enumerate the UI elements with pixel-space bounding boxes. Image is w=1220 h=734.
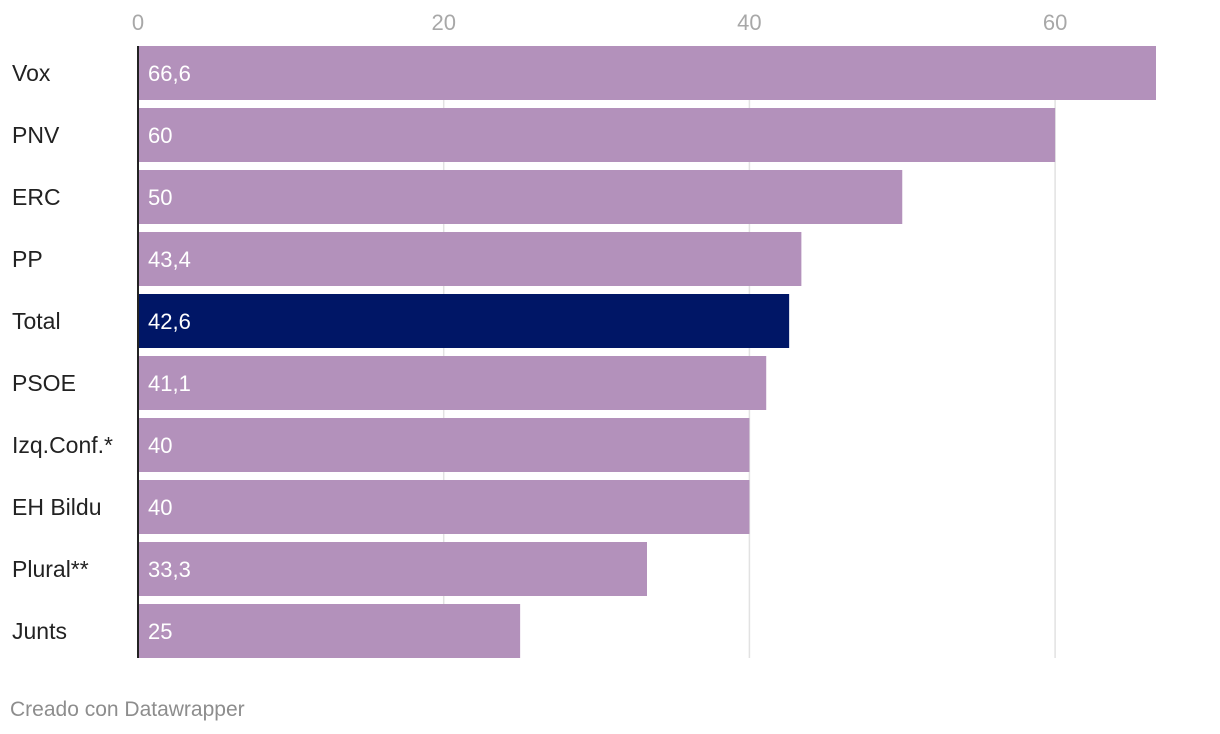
value-label-junts: 25	[148, 619, 172, 644]
category-label-erc: ERC	[12, 184, 61, 210]
bar-junts	[138, 604, 521, 658]
value-label-total: 42,6	[148, 309, 191, 334]
category-label-junts: Junts	[12, 618, 67, 644]
x-tick-label-0: 0	[132, 10, 144, 35]
category-label-pnv: PNV	[12, 122, 60, 148]
value-label-vox: 66,6	[148, 61, 191, 86]
category-label-izq-conf: Izq.Conf.*	[12, 432, 113, 458]
bar-chart: 0 20 40 60 Vox 66,6 PNV 60 ERC 50 PP 43,4 Total 42,6 P…	[12, 10, 1156, 658]
bar-vox	[138, 46, 1156, 100]
value-label-pnv: 60	[148, 123, 172, 148]
value-label-pp: 43,4	[148, 247, 191, 272]
value-label-erc: 50	[148, 185, 172, 210]
bar-plural	[138, 542, 647, 596]
category-label-pp: PP	[12, 246, 43, 272]
bar-pp	[138, 232, 802, 286]
category-label-plural: Plural**	[12, 556, 89, 582]
bar-psoe	[138, 356, 767, 410]
x-tick-label-20: 20	[431, 10, 455, 35]
datawrapper-credit[interactable]: Creado con Datawrapper	[10, 698, 245, 721]
bar-eh-bildu	[138, 480, 750, 534]
category-label-eh-bildu: EH Bildu	[12, 494, 101, 520]
category-label-vox: Vox	[12, 60, 51, 86]
x-tick-label-60: 60	[1043, 10, 1067, 35]
x-tick-label-40: 40	[737, 10, 761, 35]
value-label-psoe: 41,1	[148, 371, 191, 396]
bar-izq-conf	[138, 418, 750, 472]
value-label-eh-bildu: 40	[148, 495, 172, 520]
value-label-plural: 33,3	[148, 557, 191, 582]
bar-total	[138, 294, 790, 348]
bar-pnv	[138, 108, 1056, 162]
bar-erc	[138, 170, 903, 224]
category-label-psoe: PSOE	[12, 370, 76, 396]
value-label-izq-conf: 40	[148, 433, 172, 458]
category-label-total: Total	[12, 308, 61, 334]
